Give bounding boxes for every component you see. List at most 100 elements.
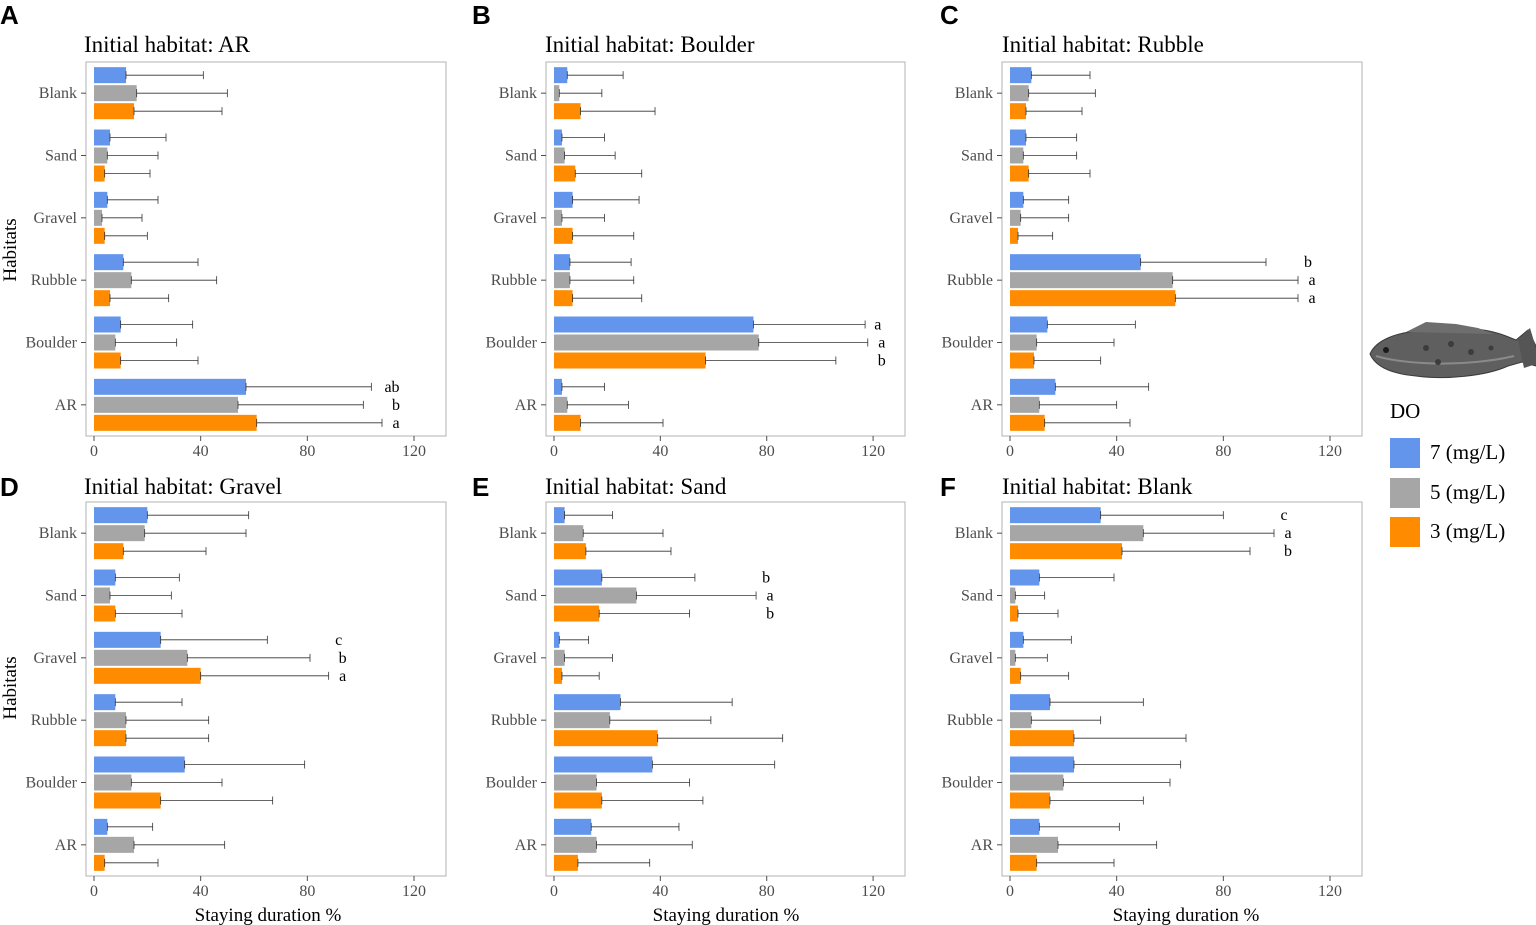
significance-label: a [1308,290,1315,307]
bar [553,272,570,289]
y-tick-label: Sand [961,588,993,605]
y-tick-label: Rubble [31,712,77,729]
y-tick-label: Blank [499,525,537,542]
bar [553,730,658,747]
panel-f: F Initial habitat: Blank 0 40 80 120 AR Boulder… [940,472,1363,900]
y-tick-label: AR [55,837,78,854]
x-tick-label: 80 [1215,883,1231,900]
bar [553,227,573,244]
bar [94,667,201,684]
significance-label: b [1284,543,1292,560]
bar [94,792,161,809]
bar [94,756,185,773]
bar [94,569,116,586]
y-tick-label: Boulder [485,335,537,352]
x-tick-label: 0 [1006,883,1014,900]
x-tick-label: 40 [1109,443,1125,460]
bar [553,631,560,648]
legend-label-3: 3 (mg/L) [1430,519,1505,543]
panel-title: Initial habitat: Blank [1002,474,1193,499]
bar [553,507,565,524]
bar [94,103,134,120]
x-tick-label: 120 [861,443,885,460]
y-tick-label: Blank [955,85,993,102]
y-tick-label: Sand [961,148,993,165]
bar [1010,378,1056,395]
bar [553,694,621,711]
significance-label: b [339,650,347,667]
y-tick-label: Blank [955,525,993,542]
x-axis-title-e: Staying duration % [653,905,800,925]
y-tick-label: Gravel [493,650,537,667]
legend: DO 7 (mg/L) 5 (mg/L) 3 (mg/L) [1369,322,1536,547]
significance-label: b [762,570,770,587]
bar [553,774,597,791]
bar [94,730,126,747]
bar [1010,396,1040,413]
y-tick-label: Boulder [25,335,77,352]
bar [94,129,110,146]
bar [1010,227,1018,244]
bar [553,543,586,560]
bar [553,792,602,809]
y-tick-label: Sand [505,588,537,605]
y-tick-label: Gravel [33,210,77,227]
y-tick-label: Rubble [31,272,77,289]
bar [1010,756,1074,773]
bar [94,316,121,333]
bar [553,191,573,208]
x-tick-label: 0 [90,883,98,900]
y-tick-label: Sand [505,148,537,165]
significance-label: b [1304,254,1312,271]
bar [1010,543,1122,560]
x-tick-label: 80 [299,883,315,900]
y-tick-label: Blank [39,85,77,102]
bar [94,147,108,164]
x-tick-label: 120 [861,883,885,900]
bar [1010,85,1029,102]
bar [1010,605,1018,622]
y-tick-label: AR [515,397,538,414]
panel-frame [545,61,906,437]
bar [1010,774,1064,791]
bar [553,569,602,586]
y-tick-label: AR [971,837,994,854]
bar [1010,147,1024,164]
bar [1010,631,1024,648]
panel-letter: A [0,0,19,30]
y-tick-label: Gravel [33,650,77,667]
panel-frame [1001,61,1363,437]
y-tick-label: Boulder [941,335,993,352]
x-tick-label: 120 [402,443,426,460]
panel-letter: B [472,0,491,30]
bar [1010,694,1050,711]
panel-title: Initial habitat: Boulder [545,32,755,57]
panel-title: Initial habitat: AR [84,32,251,57]
bar [1010,854,1037,871]
bar [553,254,570,271]
bar [553,67,568,84]
bar [553,316,754,333]
significance-label: c [335,632,342,649]
bar [94,334,116,351]
x-tick-label: 80 [759,883,775,900]
x-tick-label: 120 [1318,443,1342,460]
y-tick-label: AR [515,837,538,854]
legend-label-7: 7 (mg/L) [1430,440,1505,464]
bar [553,165,576,182]
bar [1010,272,1173,289]
significance-label: c [1280,507,1287,524]
panel-frame [85,61,447,437]
bar [553,352,706,369]
y-tick-label: AR [55,397,78,414]
significance-label: b [392,397,400,414]
bar [1010,316,1048,333]
bar [94,836,134,853]
bar [553,605,600,622]
bar [94,290,110,307]
bar [94,774,132,791]
bar [94,712,126,729]
bar [94,352,121,369]
